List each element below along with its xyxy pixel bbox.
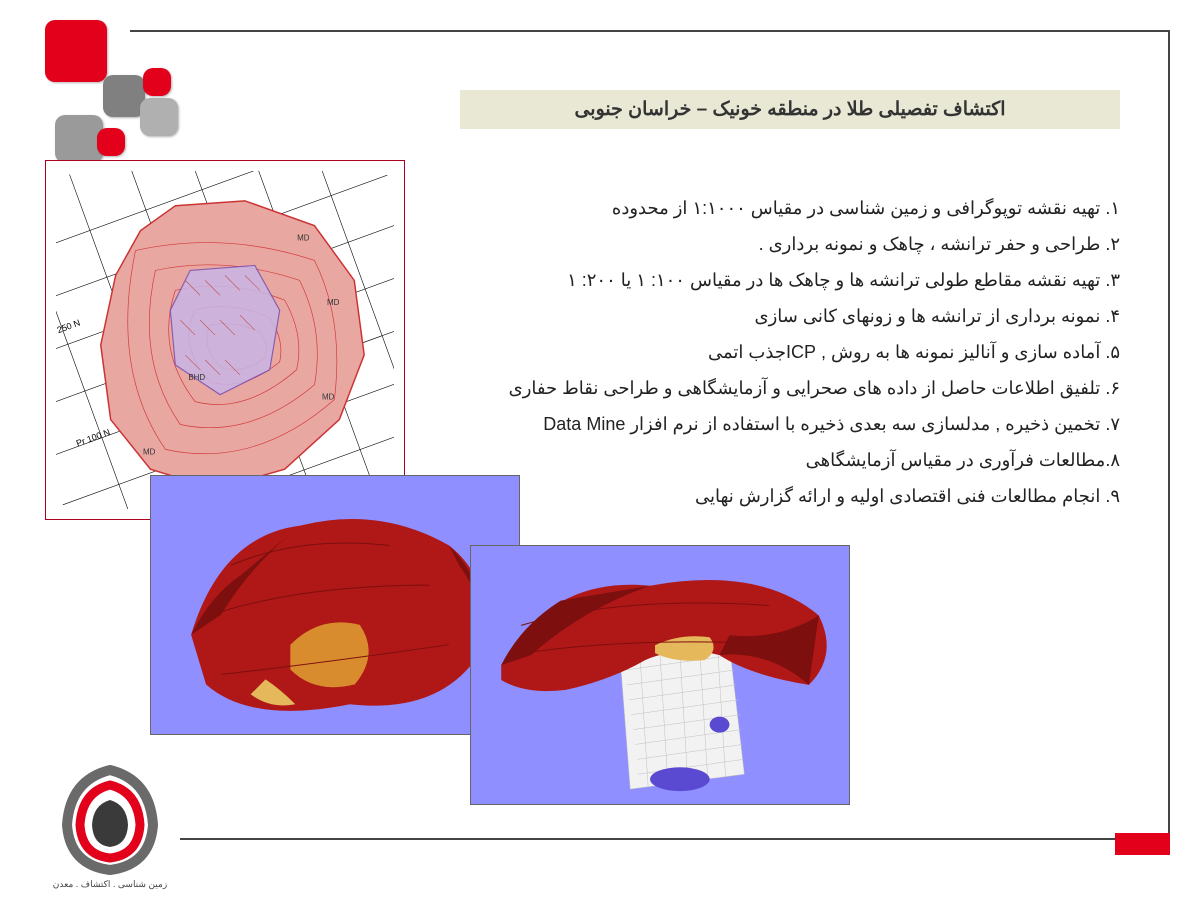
list-item: ۵. آماده سازی و آنالیز نمونه ها به روش ,… — [420, 334, 1120, 370]
decor-square-red-small — [97, 128, 125, 156]
list-item: ۷. تخمین ذخیره , مدلسازی سه بعدی ذخیره ب… — [420, 406, 1120, 442]
geological-map: Pr 250 N Pr 100 N MD MD MD MD BHD — [45, 160, 405, 520]
decor-square-gray — [55, 115, 103, 163]
list-item: ۳. تهیه نقشه مقاطع طولی ترانشه ها و چاهک… — [420, 262, 1120, 298]
list-item: ۴. نمونه برداری از ترانشه ها و زونهای کا… — [420, 298, 1120, 334]
map-label: Pr 250 N — [56, 318, 82, 339]
frame-right — [1168, 30, 1170, 840]
map-svg: Pr 250 N Pr 100 N MD MD MD MD BHD — [56, 171, 394, 509]
list-item: ۲. طراحی و حفر ترانشه ، چاهک و نمونه برد… — [420, 226, 1120, 262]
company-tagline: زمین شناسی . اکتشاف . معدن — [30, 879, 190, 890]
decor-square-gray — [140, 98, 178, 136]
content-list: ۱. تهیه نقشه توپوگرافی و زمین شناسی در م… — [420, 190, 1120, 514]
company-logo-icon — [55, 760, 165, 880]
list-item: ۶. تلفیق اطلاعات حاصل از داده های صحرایی… — [420, 370, 1120, 406]
footer-accent — [1115, 833, 1170, 855]
list-item: ۱. تهیه نقشه توپوگرافی و زمین شناسی در م… — [420, 190, 1120, 226]
map-label: Pr 100 N — [75, 427, 112, 448]
frame-top — [130, 30, 1170, 32]
svg-text:MD: MD — [143, 447, 156, 456]
list-item: ۹. انجام مطالعات فنی اقتصادی اولیه و ارا… — [420, 478, 1120, 514]
slide-title-text: اکتشاف تفصیلی طلا در منطقه خونیک – خراسا… — [574, 99, 1005, 120]
svg-text:MD: MD — [322, 393, 335, 402]
list-item: ۸.مطالعات فرآوری در مقیاس آزمایشگاهی — [420, 442, 1120, 478]
svg-text:MD: MD — [297, 234, 310, 243]
svg-text:BHD: BHD — [188, 373, 205, 382]
decor-squares — [35, 20, 195, 160]
decor-square-gray — [103, 75, 145, 117]
frame-bottom — [180, 838, 1130, 840]
model-3d-block — [470, 545, 850, 805]
decor-square-red-large — [45, 20, 107, 82]
model-3d-surface — [150, 475, 520, 735]
svg-text:MD: MD — [327, 298, 340, 307]
slide-title: اکتشاف تفصیلی طلا در منطقه خونیک – خراسا… — [460, 90, 1120, 129]
decor-square-red-small — [143, 68, 171, 96]
